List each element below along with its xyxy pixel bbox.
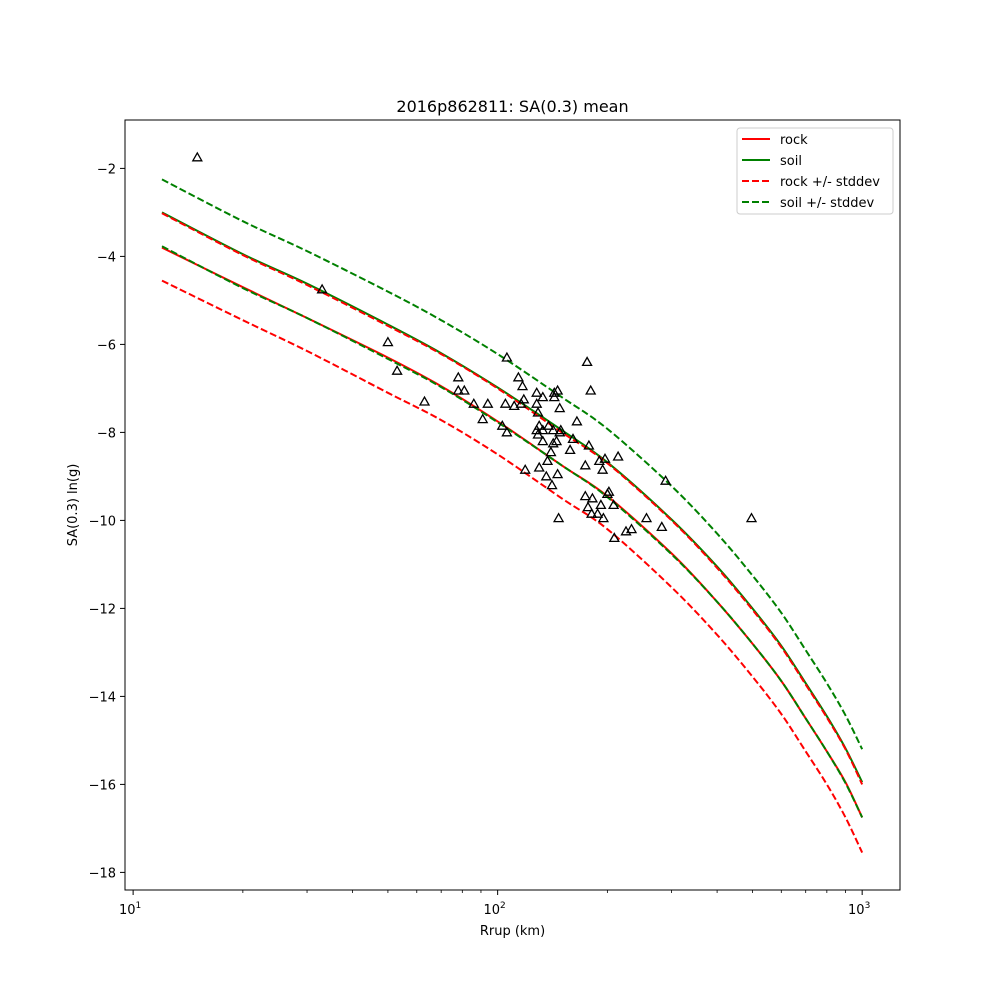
data-point [537, 435, 549, 446]
data-point [547, 437, 559, 448]
y-tick-label: −2 [97, 162, 116, 177]
data-point [607, 499, 620, 510]
data-point [519, 463, 531, 474]
data-point [586, 492, 599, 503]
data-point [656, 521, 668, 532]
data-point [501, 351, 513, 362]
data-point [537, 391, 549, 402]
data-point [564, 444, 576, 455]
x-tick-exponent: 2 [500, 901, 506, 911]
data-point [552, 512, 565, 523]
x-tick-exponent: 3 [865, 901, 871, 911]
legend-label: rock +/- stddev [780, 175, 880, 190]
y-tick-label: −18 [89, 866, 116, 881]
data-point [499, 397, 512, 408]
data-point [468, 397, 480, 408]
series-layer [161, 178, 864, 854]
series-line-rock-stddev-3 [161, 279, 864, 854]
plot-area [125, 120, 900, 890]
points-layer [191, 151, 758, 543]
data-point [585, 384, 597, 395]
legend-label: soil [780, 154, 802, 169]
data-point [533, 461, 545, 472]
y-tick-label: −16 [89, 778, 116, 793]
data-point [508, 400, 520, 411]
data-point [612, 450, 624, 461]
data-point [512, 371, 525, 382]
data-point [596, 463, 609, 474]
data-point [391, 364, 403, 375]
data-point [608, 532, 620, 543]
data-point [532, 406, 544, 417]
data-point [382, 336, 394, 347]
data-point [745, 512, 758, 523]
data-point [452, 371, 464, 382]
data-point [546, 479, 558, 490]
series-line-soil-stddev-5 [161, 245, 864, 818]
data-point [640, 512, 653, 523]
data-point [452, 384, 464, 395]
data-point [191, 151, 203, 162]
data-point [477, 413, 489, 424]
x-axis-label: Rrup (km) [480, 924, 545, 939]
legend-box [736, 127, 894, 215]
y-axis-label: SA(0.3) ln(g) [66, 464, 81, 547]
data-point [458, 384, 470, 395]
y-tick-label: −12 [89, 602, 116, 617]
data-point [595, 499, 607, 510]
data-point [567, 433, 579, 444]
legend: rock soil rock +/- stddev soil +/- stddev [736, 127, 894, 215]
y-tick-label: −4 [97, 250, 116, 265]
data-point [533, 419, 545, 430]
data-point [482, 397, 494, 408]
legend-label: soil +/- stddev [780, 196, 875, 211]
data-point [496, 419, 508, 430]
data-point [516, 380, 529, 391]
y-tick-label: −6 [97, 338, 116, 353]
data-point [542, 419, 555, 430]
data-point [547, 424, 559, 435]
data-point [625, 523, 638, 534]
series-line-rock-stddev-2 [161, 212, 864, 785]
data-point [582, 501, 594, 512]
data-point [540, 470, 552, 481]
data-point [551, 468, 564, 479]
data-point [554, 402, 566, 413]
data-point [583, 439, 595, 450]
data-point [518, 393, 530, 404]
data-point [599, 452, 611, 463]
data-point [541, 455, 554, 466]
data-point [581, 356, 593, 367]
plot-background [125, 120, 900, 890]
data-point [579, 459, 591, 470]
data-point [571, 415, 583, 426]
data-point [597, 512, 610, 523]
data-point [579, 490, 591, 501]
data-point [550, 435, 563, 446]
data-point [531, 397, 543, 408]
y-tick-label: −8 [97, 426, 116, 441]
chart-title: 2016p862811: SA(0.3) mean [396, 97, 628, 116]
y-tick-label: −10 [89, 514, 116, 529]
data-point [501, 426, 513, 437]
data-point [603, 485, 615, 496]
data-point [555, 424, 567, 435]
data-point [531, 386, 543, 397]
data-point [316, 283, 328, 294]
axes-layer: 101 102 103−2−4−6−8−10−12−14−16−18 [89, 119, 901, 918]
series-line-soil-stddev-4 [161, 178, 864, 750]
data-point [551, 384, 564, 395]
data-point [591, 507, 604, 518]
data-point [418, 395, 431, 406]
y-tick-label: −14 [89, 690, 116, 705]
axes-frame [124, 119, 901, 891]
data-point [659, 474, 672, 485]
data-point [548, 386, 560, 397]
x-tick-exponent: 1 [136, 901, 142, 911]
legend-label: rock [780, 133, 808, 148]
data-point [545, 446, 557, 457]
data-point [585, 507, 598, 518]
